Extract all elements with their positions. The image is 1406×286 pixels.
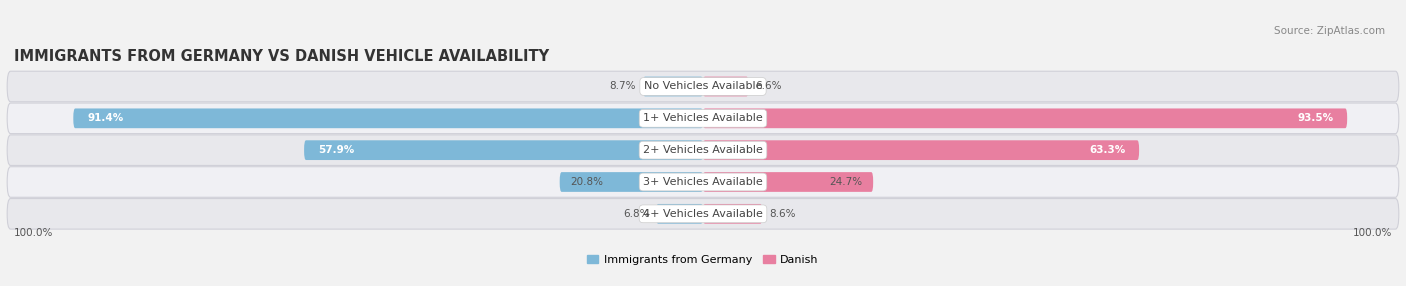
Text: 6.8%: 6.8% <box>623 209 650 219</box>
Text: 6.6%: 6.6% <box>755 82 782 92</box>
FancyBboxPatch shape <box>703 108 1347 128</box>
Legend: Immigrants from Germany, Danish: Immigrants from Germany, Danish <box>583 250 823 269</box>
FancyBboxPatch shape <box>703 204 762 224</box>
Text: 1+ Vehicles Available: 1+ Vehicles Available <box>643 113 763 123</box>
Text: 63.3%: 63.3% <box>1090 145 1125 155</box>
FancyBboxPatch shape <box>657 204 703 224</box>
Text: 4+ Vehicles Available: 4+ Vehicles Available <box>643 209 763 219</box>
Text: Source: ZipAtlas.com: Source: ZipAtlas.com <box>1274 26 1385 36</box>
FancyBboxPatch shape <box>73 108 703 128</box>
Text: IMMIGRANTS FROM GERMANY VS DANISH VEHICLE AVAILABILITY: IMMIGRANTS FROM GERMANY VS DANISH VEHICL… <box>14 49 550 64</box>
FancyBboxPatch shape <box>703 172 873 192</box>
FancyBboxPatch shape <box>304 140 703 160</box>
Text: 93.5%: 93.5% <box>1298 113 1333 123</box>
Text: 8.6%: 8.6% <box>769 209 796 219</box>
Text: 2+ Vehicles Available: 2+ Vehicles Available <box>643 145 763 155</box>
FancyBboxPatch shape <box>703 140 1139 160</box>
Text: 20.8%: 20.8% <box>569 177 603 187</box>
FancyBboxPatch shape <box>7 167 1399 197</box>
Text: 24.7%: 24.7% <box>830 177 863 187</box>
Text: 8.7%: 8.7% <box>610 82 636 92</box>
FancyBboxPatch shape <box>560 172 703 192</box>
FancyBboxPatch shape <box>643 77 703 96</box>
FancyBboxPatch shape <box>7 198 1399 229</box>
Text: 91.4%: 91.4% <box>87 113 124 123</box>
Text: No Vehicles Available: No Vehicles Available <box>644 82 762 92</box>
FancyBboxPatch shape <box>7 103 1399 134</box>
FancyBboxPatch shape <box>703 77 748 96</box>
FancyBboxPatch shape <box>7 71 1399 102</box>
Text: 57.9%: 57.9% <box>318 145 354 155</box>
FancyBboxPatch shape <box>7 135 1399 165</box>
Text: 100.0%: 100.0% <box>14 228 53 238</box>
Text: 100.0%: 100.0% <box>1353 228 1392 238</box>
Text: 3+ Vehicles Available: 3+ Vehicles Available <box>643 177 763 187</box>
